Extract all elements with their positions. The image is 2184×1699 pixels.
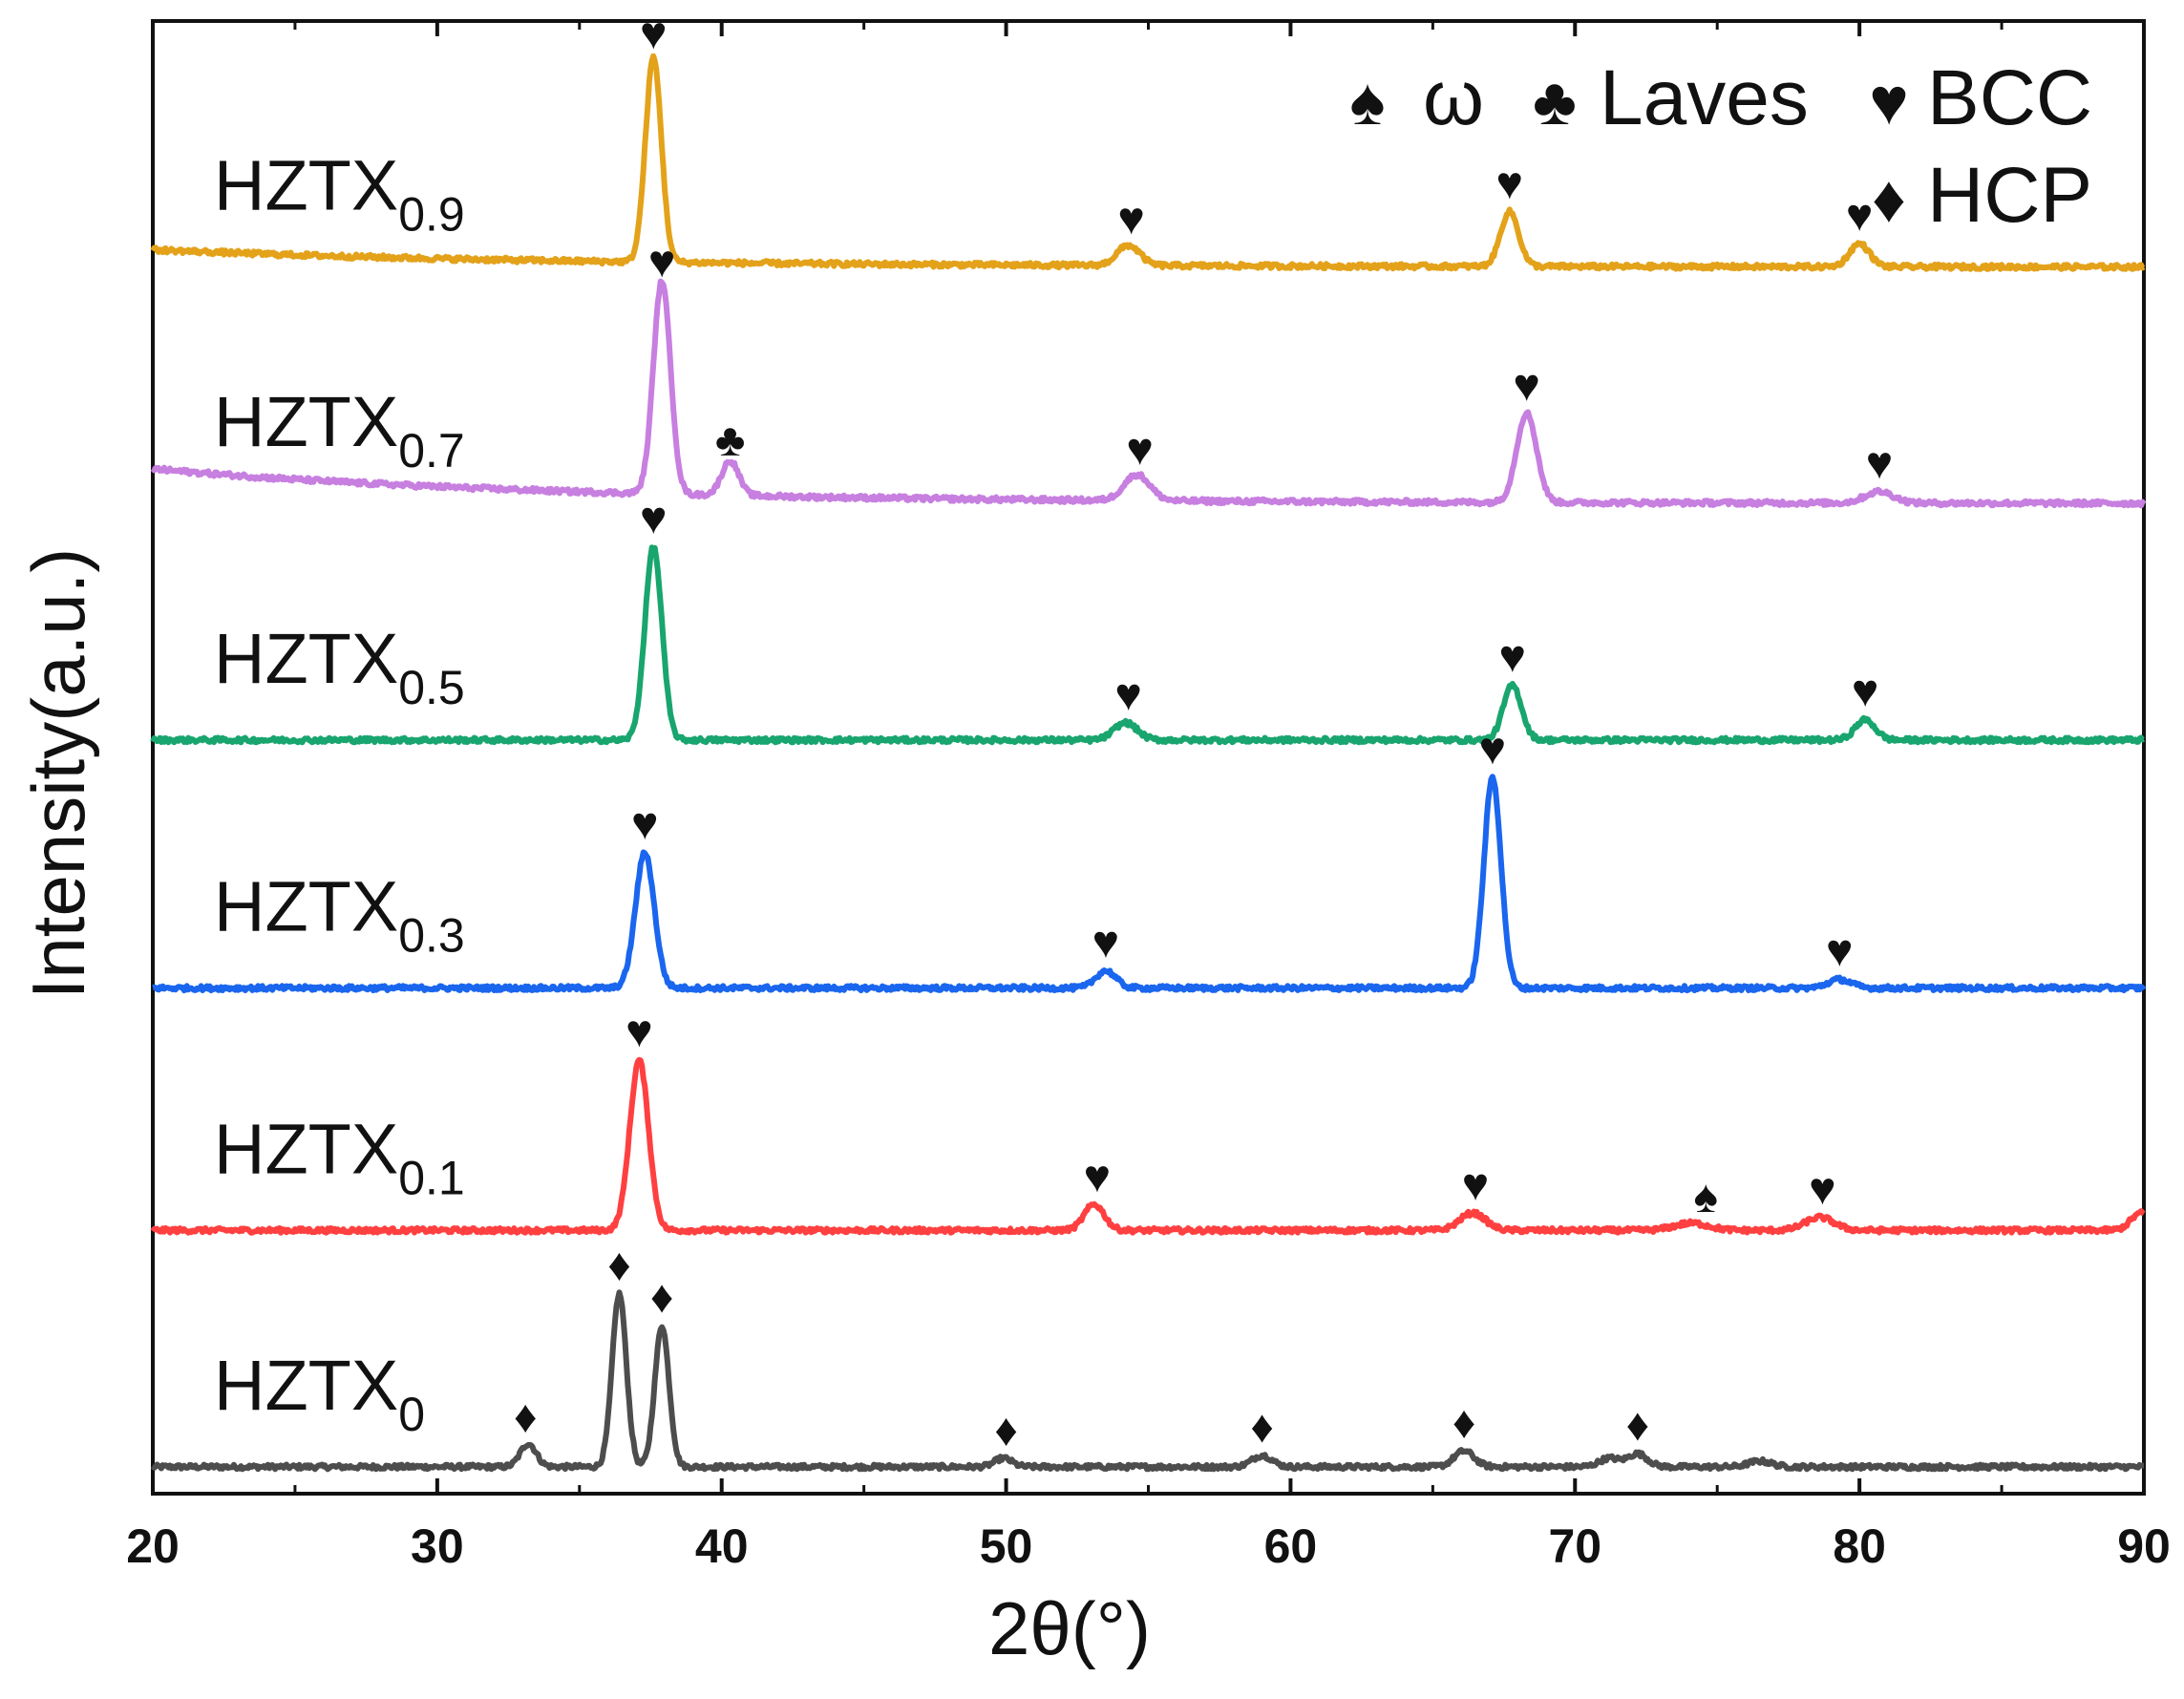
y-axis-title: Intensity(a.u.) xyxy=(16,548,100,1000)
series-label-subscript: 0.7 xyxy=(398,424,465,478)
series-line xyxy=(150,278,2147,509)
series-label-main: HZTX xyxy=(214,146,398,225)
peak-marker: ♥ xyxy=(1126,425,1154,476)
peak-marker: ♥ xyxy=(1852,667,1879,717)
peak-marker: ♥ xyxy=(1499,632,1527,683)
peak-marker: ♥ xyxy=(1479,724,1507,775)
series-label-main: HZTX xyxy=(214,619,398,698)
peak-marker: ♥ xyxy=(1826,926,1854,977)
series-line xyxy=(150,544,2146,746)
legend-symbol: ♠ xyxy=(1349,64,1385,138)
series-label: HZTX0.9 xyxy=(214,146,465,242)
legend-symbol: ♣ xyxy=(1533,64,1577,138)
peak-marker: ♥ xyxy=(1496,159,1524,209)
axis-ticks: 20 30 40 50 60 70 80 90 xyxy=(126,21,2171,1573)
series-label-subscript: 0.5 xyxy=(398,661,465,714)
peak-marker: ♥ xyxy=(640,9,668,59)
series-label: HZTX0.5 xyxy=(214,619,465,714)
series-label-main: HZTX xyxy=(214,382,398,461)
plot-frame xyxy=(151,19,2146,1496)
series-label: HZTX0 xyxy=(214,1346,425,1441)
x-tick-label: 20 xyxy=(126,1519,180,1573)
peak-marker: ♥ xyxy=(1114,669,1142,720)
peak-marker: ♦ xyxy=(1626,1400,1650,1451)
peak-marker: ♥ xyxy=(648,237,676,287)
series-line xyxy=(151,774,2147,993)
peak-marker: ♦ xyxy=(994,1405,1018,1455)
peak-marker: ♥ xyxy=(1117,194,1145,244)
legend-label: HCP xyxy=(1927,152,2092,239)
x-tick-label: 90 xyxy=(2117,1519,2171,1573)
peak-marker: ♥ xyxy=(626,1007,653,1057)
x-tick-label: 50 xyxy=(980,1519,1033,1573)
series-label: HZTX0.7 xyxy=(214,382,465,478)
peak-marker: ♥ xyxy=(1866,438,1894,489)
series-label: HZTX0.3 xyxy=(214,867,465,963)
series-label: HZTX0.1 xyxy=(214,1109,465,1204)
legend-label: Laves xyxy=(1600,54,1809,141)
peak-markers: ♦♦♦♦ ♦ ♦ ♦♥ ♥ ♠ ♥♥♥♥♥♥♥♥♥♥♥♣ ♥♥♥♥♥♥♥ xyxy=(514,9,1893,1455)
series-label-main: HZTX xyxy=(214,1346,398,1425)
series-label-main: HZTX xyxy=(214,867,398,946)
peak-marker: ♥ xyxy=(1084,1152,1112,1202)
series-line xyxy=(150,1289,2146,1473)
x-axis-title: 2θ(°) xyxy=(988,1586,1151,1670)
peak-marker: ♥ xyxy=(640,494,668,544)
peak-marker: ♥ xyxy=(1846,190,1874,241)
series-label-subscript: 0 xyxy=(398,1388,425,1441)
x-tick-label: 40 xyxy=(695,1519,749,1573)
series-label-subscript: 0.1 xyxy=(398,1151,465,1204)
series-line xyxy=(150,53,2146,272)
peak-marker: ♦ xyxy=(650,1272,674,1323)
x-tick-label: 80 xyxy=(1833,1519,1886,1573)
series-layer xyxy=(150,53,2147,1473)
x-tick-label: 60 xyxy=(1264,1519,1318,1573)
x-tick-label: 30 xyxy=(411,1519,464,1573)
peak-marker: ♣ xyxy=(715,415,746,466)
legend: ♠ ω ♣ Laves ♥ BCC♦ HCP xyxy=(1349,54,2092,239)
legend-symbol: ♦ xyxy=(1872,161,1906,236)
legend-label: ω xyxy=(1423,54,1484,141)
x-tick-label: 70 xyxy=(1548,1519,1601,1573)
peak-marker: ♥ xyxy=(1809,1164,1836,1215)
peak-marker: ♥ xyxy=(1092,917,1120,967)
peak-marker: ♦ xyxy=(514,1391,538,1442)
legend-label: BCC xyxy=(1927,54,2092,141)
series-label-main: HZTX xyxy=(214,1109,398,1188)
series-label-subscript: 0.3 xyxy=(398,909,465,963)
peak-marker: ♥ xyxy=(1513,361,1540,412)
peak-marker: ♦ xyxy=(607,1241,631,1291)
series-line xyxy=(150,1056,2146,1236)
peak-marker: ♥ xyxy=(631,799,659,850)
peak-marker: ♦ xyxy=(1452,1397,1476,1448)
peak-marker: ♦ xyxy=(1250,1402,1274,1453)
legend-symbol: ♥ xyxy=(1869,64,1909,138)
peak-marker: ♠ xyxy=(1694,1172,1719,1222)
peak-marker: ♥ xyxy=(1462,1160,1490,1211)
series-label-subscript: 0.9 xyxy=(398,188,465,242)
